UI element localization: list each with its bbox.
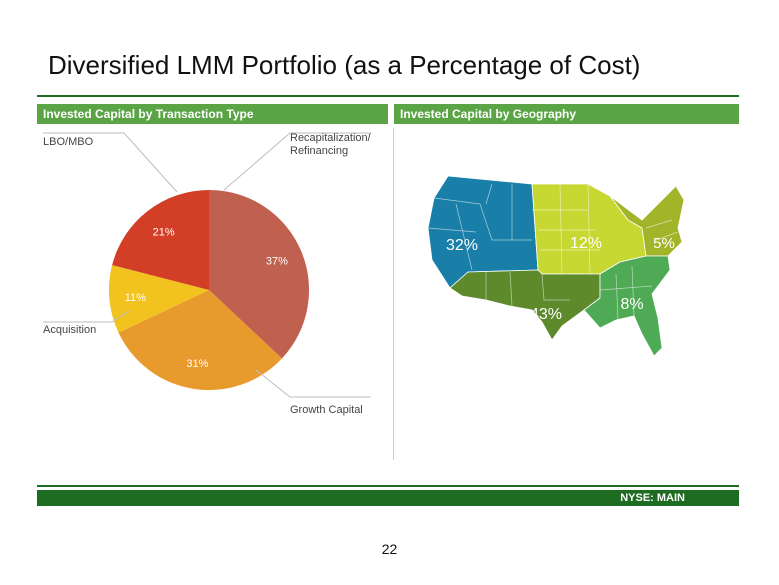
map-value-label-northeast: 5% bbox=[653, 235, 675, 252]
slide-title: Diversified LMM Portfolio (as a Percenta… bbox=[48, 50, 641, 80]
pie-value-label-lbo: 21% bbox=[153, 227, 175, 239]
footer-bar: NYSE: MAIN bbox=[37, 490, 739, 506]
leader-line-lbo bbox=[43, 132, 178, 193]
pie-category-label-lbo: LBO/MBO bbox=[43, 136, 94, 148]
pie-slice-recap bbox=[209, 190, 310, 359]
map-region-southeast bbox=[583, 255, 671, 357]
pie-category-label-growth: Growth Capital bbox=[290, 404, 363, 416]
pie-category-label-acquisition: Acquisition bbox=[43, 324, 96, 336]
geography-header: Invested Capital by Geography bbox=[394, 104, 739, 124]
pie-value-label-acquisition: 11% bbox=[125, 292, 146, 304]
title-rule bbox=[37, 95, 739, 97]
transaction-type-pie-chart: 37% 31% 11% 21% Recapitalization/Refinancing… bbox=[43, 132, 372, 416]
pie-slice-acquisition bbox=[108, 265, 209, 333]
panel-divider bbox=[393, 128, 394, 460]
map-value-label-west: 32% bbox=[446, 237, 478, 254]
map-region-northeast bbox=[609, 185, 685, 257]
leader-line-recap bbox=[223, 132, 371, 191]
state-borders bbox=[427, 183, 679, 321]
pie-slice-growth bbox=[118, 290, 282, 391]
ticker-label: NYSE: MAIN bbox=[620, 492, 685, 504]
page-number: 22 bbox=[381, 541, 398, 557]
pie-slice-lbo bbox=[112, 190, 209, 290]
footer-rule bbox=[37, 485, 739, 487]
pie-category-label-recap: Recapitalization/Refinancing bbox=[290, 132, 372, 157]
map-value-label-midwest: 12% bbox=[570, 235, 602, 252]
map-value-label-southwest: 43% bbox=[530, 306, 562, 323]
map-value-label-southeast: 8% bbox=[620, 296, 643, 313]
map-region-southwest bbox=[449, 269, 601, 341]
pie-value-label-growth: 31% bbox=[186, 358, 208, 370]
pie-value-label-recap: 37% bbox=[266, 256, 288, 268]
leader-line-growth bbox=[255, 369, 371, 398]
transaction-type-header: Invested Capital by Transaction Type bbox=[37, 104, 388, 124]
us-geography-map: 32% 12% 5% 43% 8% bbox=[427, 175, 685, 357]
leader-line-acquisition bbox=[43, 310, 130, 323]
